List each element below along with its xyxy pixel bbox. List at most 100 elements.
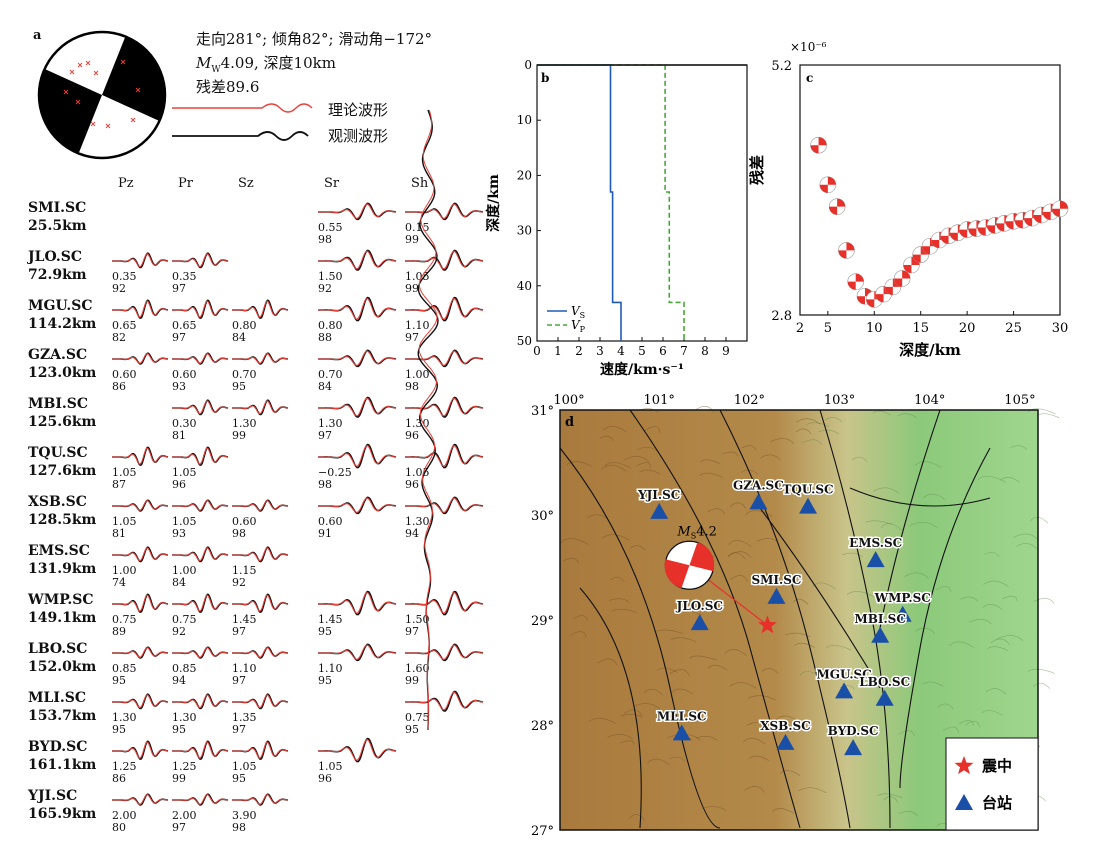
correlation-value: 80: [112, 821, 126, 834]
theory-waveform: [318, 397, 397, 417]
legend-epicenter-icon: [954, 756, 974, 775]
station-distance: 161.1km: [28, 757, 97, 773]
theory-waveform: [318, 738, 397, 761]
terrain-ridge: [909, 522, 938, 528]
station-triangle-icon: [866, 551, 885, 568]
time-shift-value: 0.85: [172, 662, 197, 675]
time-shift-value: 0.15: [405, 221, 430, 234]
terrain-ridge: [623, 455, 650, 463]
theory-waveform: [232, 647, 289, 658]
time-shift-value: 0.75: [405, 711, 430, 724]
station-triangle-icon: [875, 689, 894, 706]
theory-waveform: [112, 694, 169, 709]
correlation-value: 95: [112, 723, 126, 736]
map-legend: [945, 737, 1039, 831]
legend-entry: VP: [571, 318, 586, 334]
terrain-ridge: [877, 793, 903, 799]
terrain-ridge: [569, 631, 587, 638]
terrain-ridge: [982, 604, 1003, 610]
terrain-ridge: [977, 475, 1006, 483]
correlation-value: 99: [405, 233, 419, 246]
theory-waveform: [232, 353, 289, 364]
station-triangle-icon: [776, 733, 795, 750]
magnitude-depth-value: 4.09, 深度10km: [220, 54, 336, 72]
terrain-ridge: [678, 610, 702, 616]
time-shift-value: 0.75: [112, 613, 137, 626]
time-shift-value: 1.10: [318, 662, 343, 675]
time-shift-value: 0.60: [172, 368, 197, 381]
terrain-ridge: [745, 510, 773, 518]
time-shift-value: 0.65: [172, 319, 197, 332]
time-shift-value: 1.60: [405, 662, 430, 675]
correlation-value: 95: [318, 674, 332, 687]
correlation-value: 95: [232, 772, 246, 785]
terrain-ridge: [612, 608, 637, 614]
terrain-ridge: [883, 796, 899, 803]
correlation-value: 95: [172, 723, 186, 736]
correlation-value: 97: [172, 331, 186, 344]
y-tick-label: 2.8: [771, 309, 792, 324]
time-shift-value: 1.30: [405, 515, 430, 528]
map-station-label: MBI.SC: [854, 612, 905, 626]
terrain-ridge: [707, 664, 728, 671]
station-triangle-icon: [893, 605, 912, 622]
terrain-ridge: [795, 428, 812, 435]
data-point: [810, 136, 827, 154]
correlation-value: 97: [232, 625, 246, 638]
series-line-vs: [537, 64, 622, 341]
data-point: [1051, 200, 1069, 218]
theory-waveform: [405, 497, 484, 513]
x-tick-label: 5: [824, 321, 832, 336]
time-shift-value: 2.00: [112, 809, 137, 822]
theory-waveform: [112, 253, 169, 268]
station-triangle-icon: [672, 724, 691, 741]
terrain-ridge: [597, 658, 618, 666]
correlation-value: 84: [172, 576, 186, 589]
component-header-sh: Sh: [411, 176, 429, 191]
residual-text: 残差89.6: [196, 78, 260, 96]
legend-station-icon: [955, 794, 973, 810]
time-shift-value: 0.70: [318, 368, 343, 381]
terrain-ridge: [669, 756, 686, 762]
x-tick-label: 2: [796, 321, 804, 336]
legend-epicenter-label: 震中: [982, 757, 1012, 775]
terrain-ridge: [761, 668, 779, 674]
time-shift-value: 1.25: [112, 760, 137, 773]
station-distance: 25.5km: [28, 218, 87, 234]
terrain-ridge: [801, 439, 823, 446]
correlation-value: 95: [405, 723, 419, 736]
terrain-ridge: [609, 577, 625, 583]
terrain-ridge: [898, 730, 915, 737]
station-name: EMS.SC: [28, 543, 90, 559]
terrain-ridge: [695, 736, 718, 741]
station-name: GZA.SC: [28, 347, 88, 363]
time-shift-value: 1.45: [318, 613, 343, 626]
terrain-ridge: [949, 641, 975, 649]
terrain-ridge: [897, 413, 917, 418]
terrain-ridge: [728, 551, 752, 558]
y-tick-label: 20: [517, 168, 532, 182]
fault-line: [629, 409, 801, 829]
time-shift-value: 1.05: [172, 515, 197, 528]
terrain-ridge: [959, 720, 975, 726]
theory-waveform: [172, 794, 229, 805]
terrain-ridge: [633, 703, 661, 710]
theory-waveform: [405, 297, 484, 320]
terrain-ridge: [1016, 543, 1037, 549]
terrain-ridge: [1001, 595, 1018, 602]
theory-waveform: [112, 547, 169, 562]
terrain-ridge: [619, 740, 635, 746]
y-tick-label: 40: [517, 279, 532, 293]
terrain-ridge: [671, 637, 697, 643]
terrain-ridge: [730, 575, 748, 582]
correlation-value: 99: [172, 772, 186, 785]
theory-waveform: [112, 353, 169, 364]
x-tick-label: 8: [701, 344, 709, 358]
correlation-value: 98: [318, 478, 332, 491]
theory-waveform: [232, 547, 289, 562]
correlation-value: 74: [112, 576, 126, 589]
waveforms: [112, 109, 484, 806]
terrain-ridge: [599, 435, 615, 441]
correlation-value: 81: [172, 429, 186, 442]
theory-waveform: [232, 400, 289, 415]
